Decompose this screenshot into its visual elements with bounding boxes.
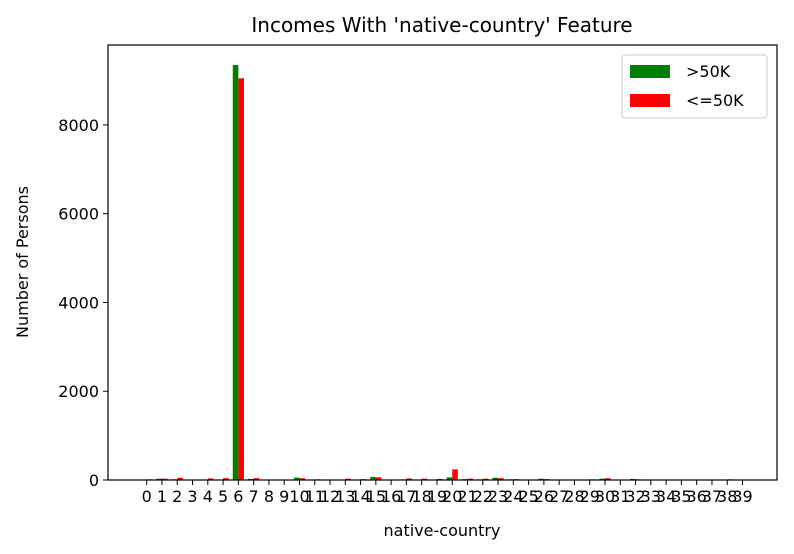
x-axis: 0 1 2 3 4 5 6 7 8 9 101112131415161718192021222324… bbox=[142, 480, 753, 506]
y-tick-label: 2000 bbox=[58, 382, 99, 401]
x-tick-label: 15 bbox=[366, 487, 386, 506]
x-tick-label: 34 bbox=[656, 487, 676, 506]
legend: >50K <=50K bbox=[621, 54, 768, 119]
x-tick-label: 8 bbox=[264, 487, 274, 506]
x-tick-label: 16 bbox=[381, 487, 401, 506]
bar-series-1-cat-13 bbox=[345, 478, 351, 480]
bar-series-0-cat-30 bbox=[599, 478, 606, 480]
legend-swatch-series-1 bbox=[630, 94, 670, 107]
bar-series-1-cat-2 bbox=[177, 477, 183, 480]
x-tick-label: 28 bbox=[564, 487, 584, 506]
x-tick-label: 39 bbox=[732, 487, 752, 506]
x-tick-label: 11 bbox=[305, 487, 325, 506]
x-tick-label: 20 bbox=[442, 487, 462, 506]
x-tick-label: 26 bbox=[534, 487, 554, 506]
x-tick-label: 3 bbox=[187, 487, 197, 506]
x-tick-label: 6 bbox=[233, 487, 243, 506]
bar-series-1-cat-6 bbox=[238, 78, 244, 480]
x-tick-label: 19 bbox=[427, 487, 447, 506]
bar-series-1-cat-30 bbox=[605, 478, 611, 480]
x-tick-label: 1 bbox=[157, 487, 167, 506]
x-tick-label: 0 bbox=[142, 487, 152, 506]
y-tick-label: 6000 bbox=[58, 205, 99, 224]
bar-series-1-cat-18 bbox=[421, 478, 428, 480]
bar-series-1-cat-5 bbox=[223, 478, 229, 480]
x-tick-label: 22 bbox=[473, 487, 493, 506]
bar-series-1-cat-15 bbox=[375, 477, 382, 480]
bar-series-1-cat-10 bbox=[299, 478, 306, 480]
bar-series-1-cat-20 bbox=[452, 469, 458, 480]
bar-series-1-cat-21 bbox=[467, 478, 474, 480]
x-tick-label: 12 bbox=[320, 487, 340, 506]
x-tick-label: 37 bbox=[702, 487, 722, 506]
y-axis-label: Number of Persons bbox=[13, 186, 32, 338]
bar-series-0-cat-26 bbox=[538, 478, 544, 480]
bar-series-1-cat-17 bbox=[406, 478, 413, 480]
x-tick-label: 17 bbox=[396, 487, 416, 506]
bar-series-0-cat-20 bbox=[446, 477, 453, 480]
bar-series-0-cat-15 bbox=[370, 476, 376, 480]
x-tick-label: 36 bbox=[686, 487, 706, 506]
bar-series-1-cat-7 bbox=[253, 478, 260, 480]
bars-group bbox=[141, 64, 749, 480]
x-tick-label: 32 bbox=[625, 487, 645, 506]
x-tick-label: 30 bbox=[595, 487, 615, 506]
plot-frame bbox=[107, 44, 778, 481]
chart-title: Incomes With 'native-country' Feature bbox=[251, 13, 632, 37]
x-tick-label: 14 bbox=[350, 487, 370, 506]
y-tick-label: 0 bbox=[89, 471, 99, 490]
bar-series-1-cat-1 bbox=[161, 478, 168, 480]
legend-label-series-0: >50K bbox=[686, 62, 731, 81]
x-tick-label: 29 bbox=[580, 487, 600, 506]
bar-series-1-cat-23 bbox=[498, 478, 504, 480]
x-tick-label: 24 bbox=[503, 487, 523, 506]
x-tick-label: 35 bbox=[671, 487, 691, 506]
x-tick-label: 33 bbox=[641, 487, 661, 506]
x-tick-label: 38 bbox=[717, 487, 737, 506]
y-tick-label: 4000 bbox=[58, 293, 99, 312]
x-tick-label: 7 bbox=[249, 487, 259, 506]
x-axis-label: native-country bbox=[384, 521, 501, 540]
x-tick-label: 31 bbox=[610, 487, 630, 506]
legend-swatch-series-0 bbox=[630, 65, 670, 78]
x-tick-label: 4 bbox=[203, 487, 213, 506]
bar-series-1-cat-22 bbox=[482, 478, 489, 480]
x-tick-label: 10 bbox=[289, 487, 309, 506]
bar-series-0-cat-6 bbox=[232, 64, 239, 480]
bar-series-0-cat-10 bbox=[293, 477, 300, 480]
x-tick-label: 9 bbox=[279, 487, 289, 506]
x-tick-label: 13 bbox=[335, 487, 355, 506]
x-tick-label: 21 bbox=[457, 487, 477, 506]
bar-series-0-cat-23 bbox=[492, 477, 499, 480]
y-axis: 0 2000 4000 6000 8000 bbox=[58, 116, 108, 490]
x-tick-label: 27 bbox=[549, 487, 569, 506]
x-tick-label: 18 bbox=[412, 487, 432, 506]
x-tick-label: 25 bbox=[518, 487, 538, 506]
legend-label-series-1: <=50K bbox=[686, 91, 744, 110]
bar-series-0-cat-1 bbox=[156, 478, 162, 480]
y-tick-label: 8000 bbox=[58, 116, 99, 135]
x-tick-label: 2 bbox=[172, 487, 182, 506]
bar-series-1-cat-4 bbox=[207, 478, 214, 480]
x-tick-label: 5 bbox=[218, 487, 228, 506]
x-tick-label: 23 bbox=[488, 487, 508, 506]
